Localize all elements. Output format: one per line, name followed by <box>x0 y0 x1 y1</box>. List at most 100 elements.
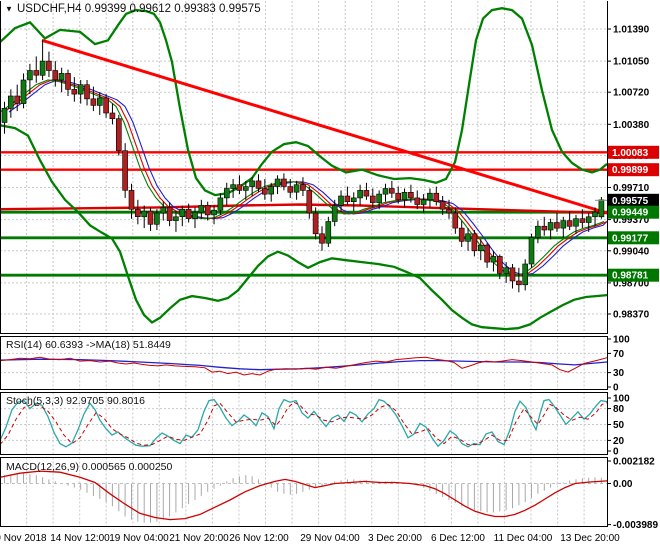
candle-body <box>135 208 141 217</box>
candle-body <box>401 192 408 201</box>
price-tick-label: 1.00720 <box>613 88 650 99</box>
candle-body <box>579 218 586 223</box>
time-label: 11 Dec 04:00 <box>494 533 553 544</box>
candle-body <box>312 212 319 235</box>
candle-body <box>592 211 598 218</box>
candle <box>312 207 319 240</box>
candle <box>185 203 192 223</box>
candle <box>97 92 103 115</box>
candle <box>20 73 27 109</box>
candle-body <box>503 267 509 274</box>
candle <box>528 233 535 268</box>
candle <box>52 61 59 87</box>
candle <box>281 173 287 191</box>
candle-body <box>395 192 402 201</box>
candle <box>579 209 586 229</box>
candle <box>77 80 84 104</box>
main-panel-border <box>0 1 608 334</box>
symbol-dropdown-icon[interactable]: ▼ <box>5 5 13 14</box>
candle-body <box>103 97 109 114</box>
candle <box>490 250 497 272</box>
rsi-line <box>0 356 608 376</box>
candle-body <box>52 70 59 81</box>
candle <box>319 226 325 251</box>
price-badge <box>608 205 659 219</box>
grid-layer <box>0 1 607 527</box>
candle <box>217 193 224 215</box>
price-badge-label: 0.99449 <box>612 208 649 219</box>
candle-body <box>179 208 186 217</box>
candle-body <box>154 212 160 225</box>
price-tick-label: 1.00380 <box>613 120 650 131</box>
candle-body <box>433 192 440 202</box>
candle <box>261 179 268 200</box>
rsi-tick-label: 0 <box>613 383 619 394</box>
rsi-tick-label: 70 <box>613 349 625 360</box>
candle-body <box>325 221 332 244</box>
candle-body <box>357 190 363 199</box>
candle-body <box>477 244 484 252</box>
stoch-tick-label: 100 <box>613 394 630 405</box>
candle <box>439 196 446 215</box>
candle <box>408 184 414 203</box>
candle-body <box>439 201 446 210</box>
time-label: 21 Nov 20:00 <box>169 533 229 544</box>
candle-body <box>560 220 567 229</box>
bollinger-upper-line <box>0 7 608 197</box>
candle <box>179 205 186 227</box>
stoch-panel <box>0 398 608 448</box>
candle-body <box>382 188 389 195</box>
candle-body <box>274 178 281 187</box>
price-badge-label: 0.98781 <box>612 271 649 282</box>
candle <box>395 186 402 204</box>
candle <box>255 174 262 193</box>
candle-body <box>452 212 459 229</box>
candle <box>211 205 217 225</box>
candle-body <box>192 211 198 220</box>
candle <box>331 199 338 227</box>
stoch-panel-border <box>0 392 608 455</box>
candle-body <box>458 227 465 242</box>
candle-body <box>230 184 236 189</box>
macd-indicator-label: MACD(12,26,9) 0.000565 0.000250 <box>6 461 173 473</box>
candle-body <box>331 205 338 222</box>
rsi-tick-label: 100 <box>613 335 630 346</box>
candle <box>516 267 522 293</box>
stoch-tick-label: 20 <box>613 436 625 447</box>
candle <box>14 84 20 112</box>
candle-body <box>363 190 370 197</box>
candle-body <box>116 118 122 152</box>
price-tick-label: 1.01050 <box>613 57 650 68</box>
candle-body <box>344 195 351 202</box>
candle <box>325 216 332 247</box>
candle <box>566 211 573 230</box>
candle-body <box>224 188 230 199</box>
candle <box>141 205 147 229</box>
candle <box>496 254 503 280</box>
price-badge-label: 0.99575 <box>612 196 649 207</box>
stoch-tick-label: 80 <box>613 404 625 415</box>
price-badge <box>608 193 659 207</box>
price-tick-label: 0.99370 <box>613 215 650 226</box>
candle <box>58 67 65 93</box>
candle-body <box>160 207 167 214</box>
candle-body <box>46 60 52 71</box>
candle <box>471 230 478 257</box>
candle-body <box>471 233 478 252</box>
descending-trendline[interactable] <box>41 38 608 215</box>
candle-body <box>566 220 573 227</box>
candle-body <box>27 70 33 81</box>
candle <box>268 182 275 202</box>
stoch-tick-label: 0 <box>613 447 619 458</box>
candle-body <box>243 186 249 191</box>
price-badge-label: 0.99899 <box>612 165 649 176</box>
candle-body <box>249 180 255 187</box>
candle-body <box>490 256 497 263</box>
rsi-tick-label: 30 <box>613 368 625 379</box>
candle <box>357 184 363 206</box>
candle <box>477 239 484 261</box>
time-axis[interactable]: 9 Nov 2018 14 Nov 12:00 19 Nov 04:00 21 Nov… <box>0 533 620 544</box>
candle <box>224 182 230 206</box>
price-tick-label: 0.98370 <box>613 310 650 321</box>
